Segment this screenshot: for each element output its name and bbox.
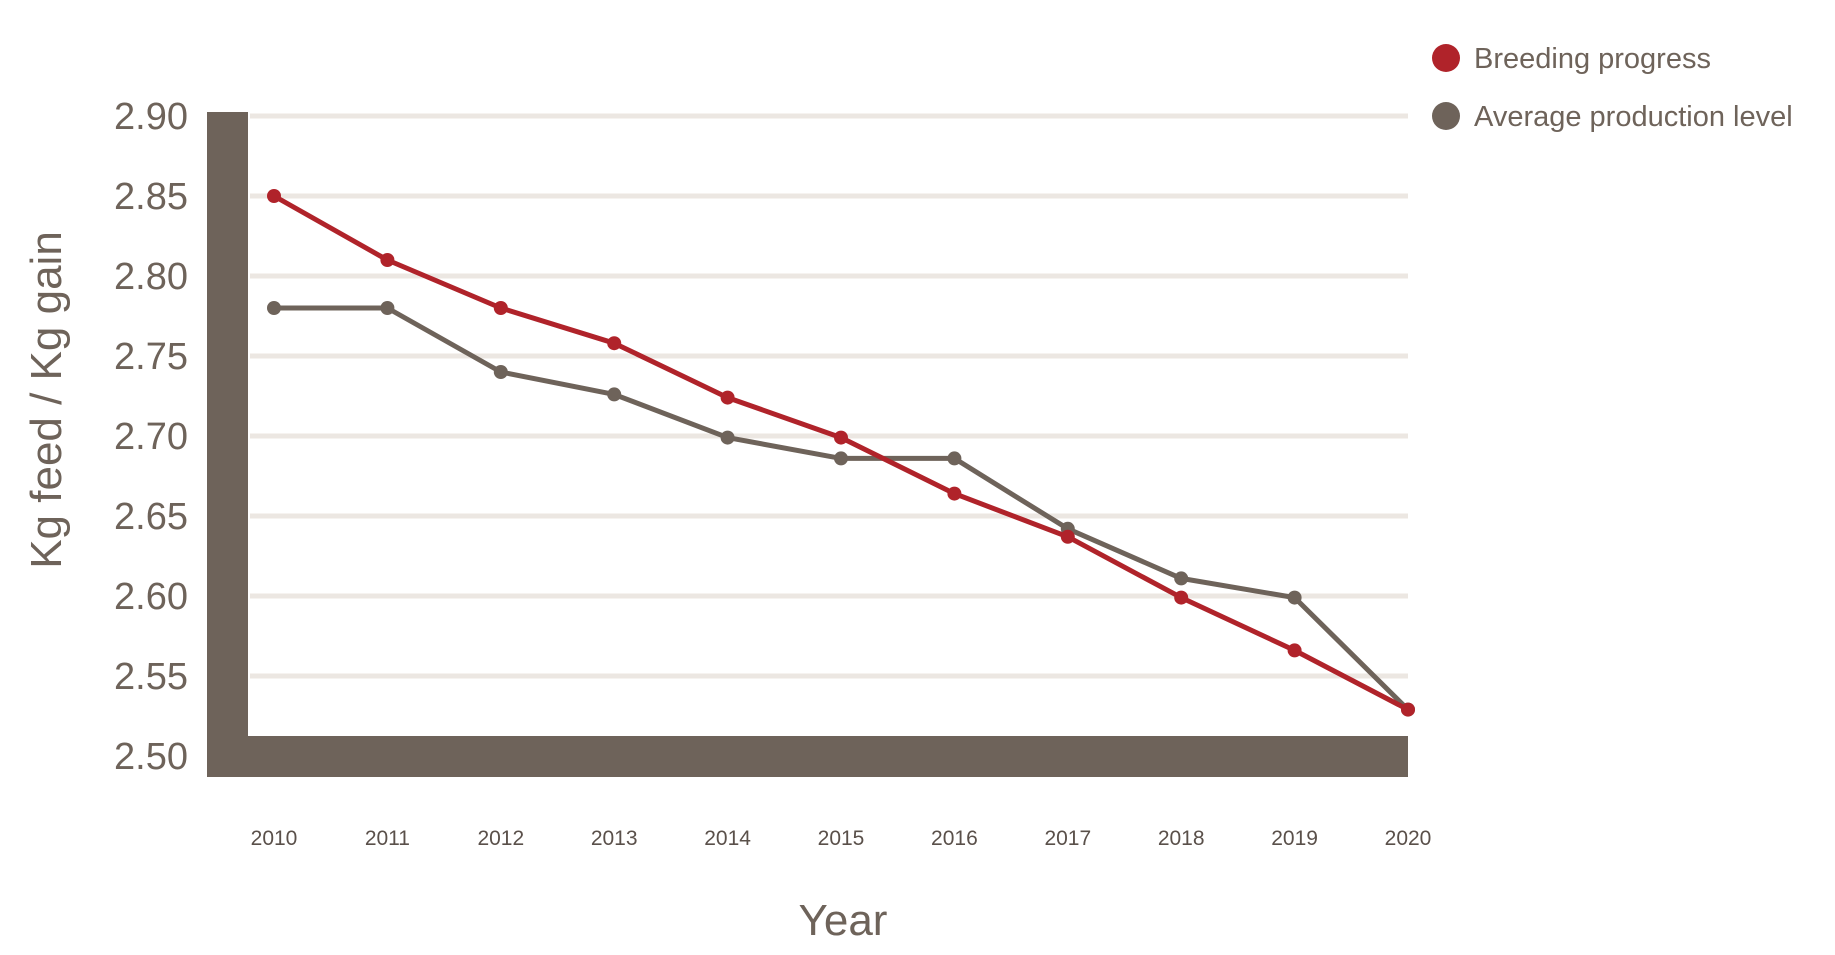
- data-point-breeding-progress: [1401, 702, 1415, 717]
- data-point-average-production-level: [1287, 590, 1302, 605]
- x-tick-label: 2013: [591, 827, 638, 850]
- data-point-average-production-level: [834, 451, 848, 466]
- data-point-breeding-progress: [267, 189, 281, 203]
- x-tick-label: 2015: [818, 827, 865, 850]
- data-point-breeding-progress: [720, 390, 735, 405]
- y-tick-label: 2.80: [114, 256, 188, 298]
- x-tick-label: 2014: [704, 827, 751, 850]
- legend-item-breeding-progress: Breeding progress: [1432, 43, 1711, 75]
- y-tick-label: 2.70: [114, 416, 188, 458]
- x-tick-label: 2019: [1271, 827, 1318, 850]
- x-axis-title: Year: [799, 896, 888, 945]
- x-tick-label: 2018: [1158, 827, 1205, 850]
- data-point-breeding-progress: [1060, 529, 1075, 544]
- data-point-average-production-level: [267, 301, 281, 315]
- x-tick-labels: 2010 2011 2012 2013 2014 2015 2016 2017 2018 2019…: [251, 827, 1432, 850]
- x-tick-label: 2017: [1044, 827, 1091, 850]
- x-tick-label: 2020: [1385, 827, 1432, 850]
- legend-label-breeding-progress: Breeding progress: [1474, 43, 1711, 75]
- y-tick-label: 2.60: [114, 576, 188, 618]
- data-point-breeding-progress: [493, 301, 508, 315]
- data-point-breeding-progress: [380, 253, 395, 267]
- data-point-average-production-level: [720, 430, 735, 445]
- axis-frame: [207, 112, 1408, 777]
- y-axis-title: Kg feed / Kg gain: [22, 231, 71, 569]
- data-series: [267, 189, 1415, 717]
- y-tick-label: 2.65: [114, 496, 188, 538]
- legend-item-average-production-level: Average production level: [1432, 101, 1793, 133]
- legend: Breeding progress Average production lev…: [1432, 43, 1793, 133]
- gridlines: [250, 113, 1408, 679]
- x-tick-label: 2011: [365, 827, 410, 850]
- data-point-average-production-level: [947, 451, 962, 466]
- y-axis-bar: [207, 112, 248, 777]
- y-tick-label: 2.50: [114, 736, 188, 778]
- data-point-breeding-progress: [607, 336, 622, 351]
- data-point-breeding-progress: [947, 486, 962, 501]
- y-tick-labels: 2.90 2.85 2.80 2.75 2.70 2.65 2.60 2.55 2.50: [114, 96, 188, 778]
- data-point-breeding-progress: [1174, 590, 1189, 605]
- data-point-average-production-level: [493, 365, 508, 379]
- y-tick-label: 2.85: [114, 176, 188, 218]
- y-tick-label: 2.90: [114, 96, 188, 138]
- legend-marker-average-production-level: [1432, 102, 1460, 130]
- data-point-average-production-level: [1174, 571, 1189, 586]
- data-point-breeding-progress: [834, 430, 848, 445]
- legend-marker-breeding-progress: [1432, 44, 1460, 72]
- data-point-breeding-progress: [1287, 643, 1302, 658]
- x-tick-label: 2012: [477, 827, 524, 850]
- y-tick-label: 2.55: [114, 656, 188, 698]
- x-tick-label: 2010: [251, 827, 298, 850]
- data-point-average-production-level: [607, 387, 622, 402]
- data-point-average-production-level: [380, 301, 395, 315]
- y-tick-label: 2.75: [114, 336, 188, 378]
- series-line-average-production-level: [271, 305, 1411, 713]
- x-axis-bar: [207, 736, 1408, 777]
- x-tick-label: 2016: [931, 827, 978, 850]
- legend-label-average-production-level: Average production level: [1474, 101, 1793, 133]
